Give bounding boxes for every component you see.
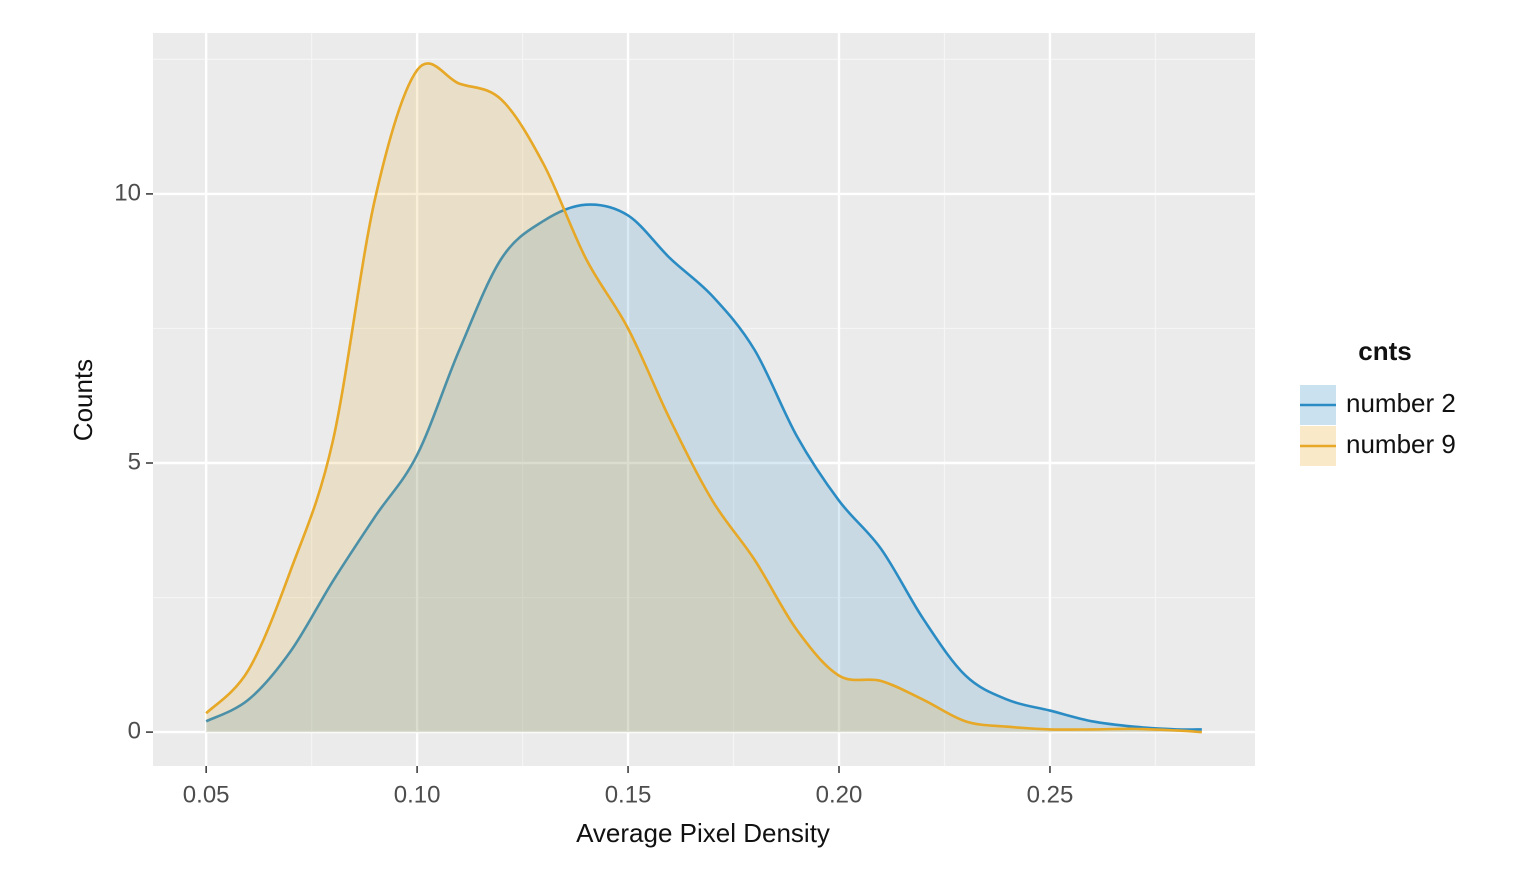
x-tick-label: 0.05 (183, 781, 230, 808)
density-area (206, 63, 1202, 733)
x-tick-label: 0.25 (1027, 781, 1074, 808)
y-tick-label: 5 (128, 448, 141, 475)
x-tick-label: 0.15 (605, 781, 652, 808)
legend-title: cnts (1358, 336, 1411, 366)
legend-label: number 2 (1346, 388, 1456, 418)
legend-label: number 9 (1346, 429, 1456, 459)
y-tick-label: 10 (114, 179, 141, 206)
density-line (205, 62, 1202, 734)
y-tick-label: 0 (128, 717, 141, 744)
panel (153, 33, 1255, 766)
density-line (205, 203, 1202, 731)
marks (205, 62, 1202, 734)
x-tick-label: 0.10 (394, 781, 441, 808)
y-axis-title: Counts (68, 359, 98, 441)
x-tick-label: 0.20 (816, 781, 863, 808)
grid (153, 33, 1255, 766)
x-axis-title: Average Pixel Density (576, 818, 830, 848)
density-area (206, 204, 1202, 733)
